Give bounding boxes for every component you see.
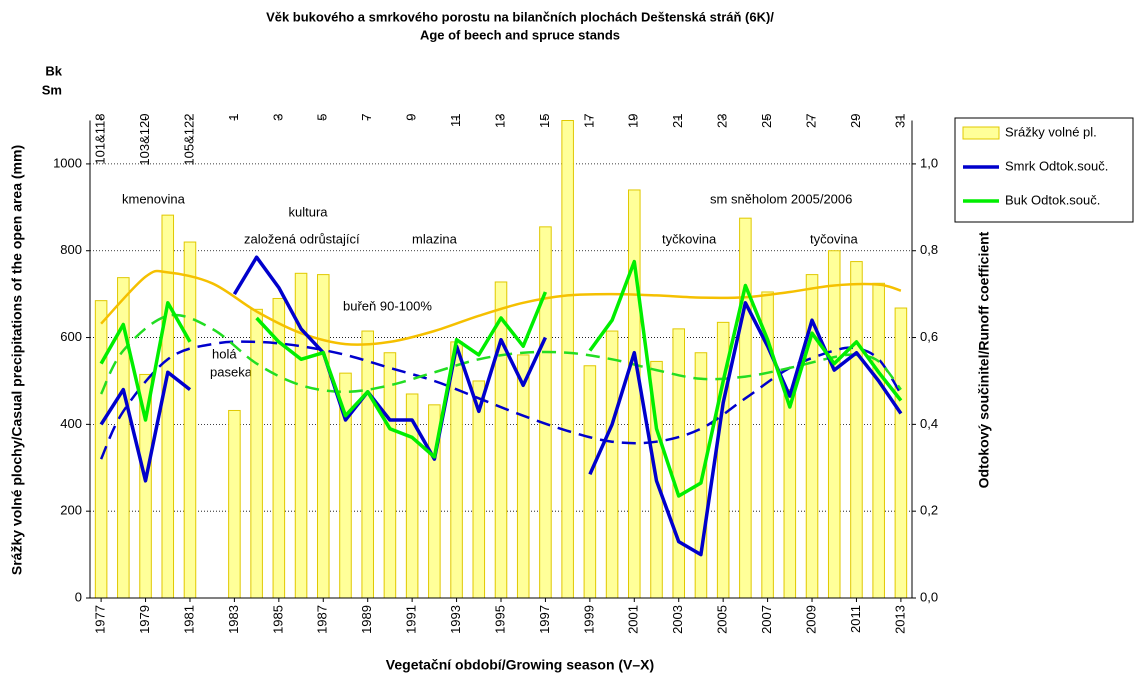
y-tick-label: 600: [60, 329, 82, 344]
top-tick-label: 103&120: [137, 114, 152, 166]
y2-tick-label: 0,2: [920, 503, 938, 518]
legend-label: Srážky volné pl.: [1005, 124, 1097, 139]
top-tick-label: 21: [670, 114, 685, 128]
top-tick-label: 11: [448, 114, 463, 128]
chart-title: Věk bukového a smrkového porostu na bila…: [266, 9, 774, 24]
x-tick-label: 1989: [359, 605, 374, 634]
top-tick-label: 5: [315, 114, 330, 121]
y-axis-title: Srážky volné plochy/Casual precipitation…: [9, 145, 25, 575]
top-tick-label: 23: [715, 114, 730, 128]
annotation: holá: [212, 346, 237, 361]
top-tick-label: 25: [759, 114, 774, 128]
bar: [850, 261, 863, 599]
bar: [516, 354, 530, 599]
y-tick-label: 800: [60, 242, 82, 257]
x-tick-label: 1983: [226, 605, 241, 634]
bar: [450, 341, 463, 599]
x-tick-label: 1981: [181, 605, 196, 634]
legend-swatch: [962, 126, 1000, 140]
annotation: kmenovina: [122, 191, 186, 206]
annotation: kultura: [288, 204, 328, 219]
bar: [783, 389, 797, 599]
chart-title: Age of beech and spruce stands: [420, 27, 620, 42]
x-tick-label: 1985: [270, 605, 285, 634]
row-label: Sm: [42, 82, 62, 97]
top-tick-label: 29: [848, 114, 863, 128]
x-tick-label: 1993: [448, 605, 463, 634]
top-tick-label: 19: [626, 114, 641, 128]
x-tick-label: 2003: [670, 605, 685, 634]
x-axis-title: Vegetační období/Growing season (V–X): [386, 657, 654, 673]
bar: [628, 189, 641, 599]
x-tick-label: 2007: [759, 605, 774, 634]
x-tick-label: 2013: [892, 605, 907, 634]
annotation: založená odrůstající: [244, 231, 360, 246]
bar: [739, 217, 752, 599]
bar: [250, 308, 263, 599]
row-label: Bk: [45, 63, 62, 78]
bar: [605, 330, 619, 599]
data-line: [99, 255, 903, 557]
y-tick-label: 1000: [53, 155, 82, 170]
top-tick-label: 27: [803, 114, 818, 128]
y-tick-label: 400: [60, 416, 82, 431]
annotation: mlazina: [412, 231, 458, 246]
bar: [494, 281, 508, 599]
bar: [183, 241, 197, 599]
bar: [583, 365, 597, 599]
trend-line: [100, 269, 902, 346]
x-tick-label: 1977: [93, 605, 108, 634]
bar: [539, 226, 552, 599]
x-tick-label: 2005: [715, 605, 730, 634]
bar: [316, 274, 330, 599]
y2-tick-label: 0,8: [920, 242, 938, 257]
y-tick-label: 200: [60, 503, 82, 518]
bar: [827, 250, 841, 599]
bar: [472, 380, 486, 599]
annotation: tyčovina: [810, 231, 858, 246]
top-tick-label: 17: [581, 114, 596, 128]
x-tick-label: 2001: [626, 605, 641, 634]
top-tick-label: 13: [492, 114, 507, 128]
bar: [228, 409, 241, 599]
annotation: paseka: [210, 364, 253, 379]
x-tick-label: 2009: [803, 605, 818, 634]
bar: [383, 352, 397, 599]
data-line: [99, 259, 903, 498]
x-tick-label: 1997: [537, 605, 552, 634]
annotation: sm sněholom 2005/2006: [710, 191, 852, 206]
top-tick-label: 101&118: [93, 114, 108, 165]
bar: [561, 120, 574, 599]
x-tick-label: 1991: [404, 605, 419, 634]
bar: [361, 330, 374, 599]
y2-tick-label: 1,0: [920, 155, 938, 170]
trend-line: [99, 340, 902, 460]
y2-tick-label: 0,6: [920, 329, 938, 344]
top-tick-label: 15: [537, 114, 552, 128]
x-tick-label: 1979: [137, 605, 152, 634]
bar: [672, 328, 686, 599]
trend-line: [99, 313, 902, 395]
y2-axis-title: Odtokový součinitel/Runoff coefficient: [976, 231, 992, 488]
legend-label: Buk Odtok.souč.: [1005, 192, 1100, 207]
top-tick-label: 1: [226, 114, 241, 121]
top-tick-label: 9: [404, 114, 419, 121]
x-tick-label: 1995: [492, 605, 507, 634]
top-tick-label: 3: [270, 114, 285, 121]
x-tick-label: 1999: [581, 605, 596, 634]
y2-tick-label: 0,4: [920, 416, 938, 431]
y-tick-label: 0: [75, 589, 82, 604]
annotation: tyčkovina: [662, 231, 717, 246]
x-tick-label: 1987: [315, 605, 330, 634]
legend-label: Smrk Odtok.souč.: [1005, 158, 1108, 173]
bar: [894, 307, 908, 599]
top-tick-label: 105&122: [181, 114, 196, 166]
top-tick-label: 7: [359, 114, 374, 121]
y2-tick-label: 0,0: [920, 589, 938, 604]
x-tick-label: 2011: [848, 605, 863, 633]
bar: [872, 282, 885, 599]
top-tick-label: 31: [892, 114, 907, 128]
annotation: buřeň 90-100%: [343, 298, 432, 313]
